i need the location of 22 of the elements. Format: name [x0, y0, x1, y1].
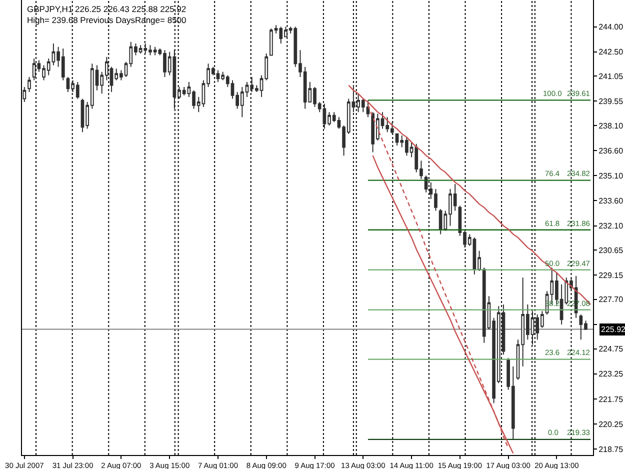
- y-tick-label: 242.50: [598, 48, 624, 57]
- candlestick: [22, 86, 26, 103]
- text: GBPJPY,H1 226.25 226.43 225.88 225.92: [27, 4, 186, 14]
- y-tick-label: 232.10: [598, 222, 624, 231]
- ref-line-label: 225.92: [601, 325, 625, 334]
- y-tick-label: 241.05: [598, 72, 624, 81]
- y-tick-label: 229.15: [598, 270, 624, 280]
- text: High= 239.68 Previous DaysRange= 8500: [27, 15, 187, 25]
- candlestick: [28, 76, 31, 92]
- y-tick-label: 235.10: [598, 171, 624, 180]
- y-tick-label: 236.60: [598, 146, 624, 156]
- y-tick-label: 230.65: [598, 246, 624, 255]
- y-tick-label: 224.75: [598, 344, 624, 354]
- y-tick-label: 223.25: [598, 370, 624, 379]
- y-tick-label: 220.25: [598, 420, 624, 429]
- y-tick-label: 218.75: [598, 444, 624, 454]
- y-tick-label: 221.75: [598, 394, 624, 404]
- y-tick-label: 239.55: [598, 97, 624, 106]
- y-tick-label: 233.60: [598, 196, 624, 206]
- y-tick-label: 244.00: [598, 22, 624, 32]
- y-tick-label: 238.10: [598, 121, 624, 130]
- y-tick-label: 227.70: [598, 295, 624, 304]
